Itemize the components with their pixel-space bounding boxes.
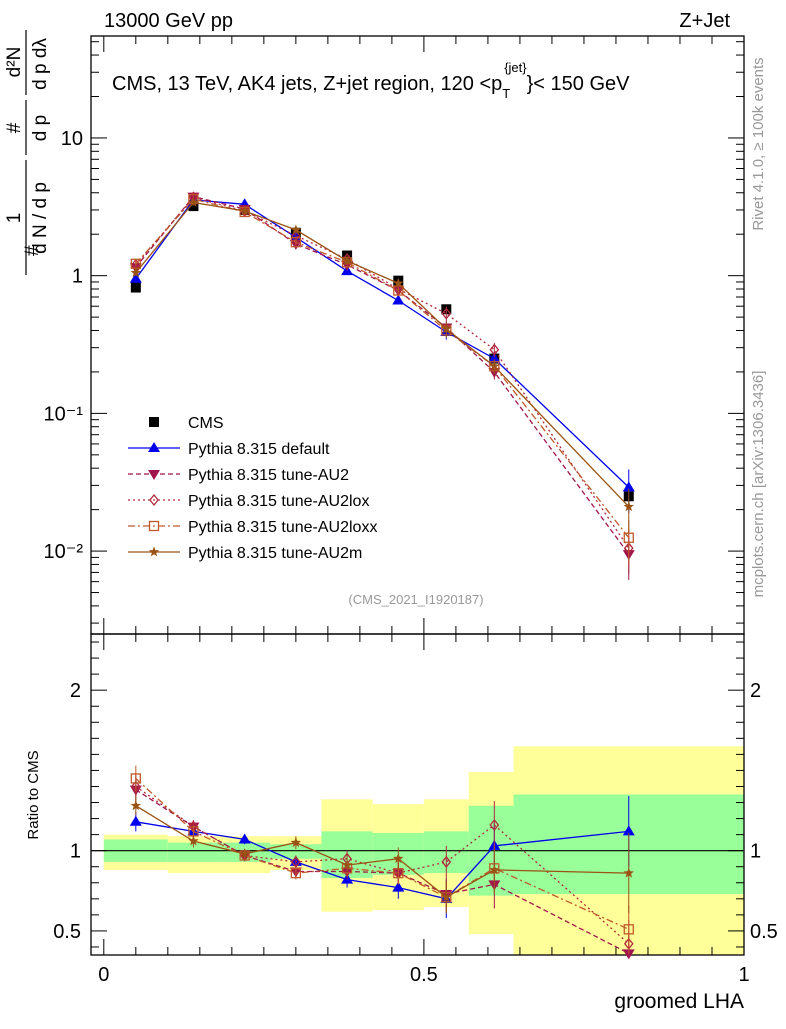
- ratio-point-4-4: [341, 859, 353, 870]
- ratio-point-0-0: [129, 815, 142, 826]
- ratio-point-0-5: [392, 881, 405, 892]
- ratio-point-2-7: [489, 818, 500, 832]
- ratio-ylabel: Ratio to CMS: [25, 750, 42, 839]
- ratio-point-4-1: [188, 835, 199, 846]
- ratio-point-4-2: [239, 848, 250, 859]
- y-tick-label: 10⁻²: [44, 541, 84, 563]
- ylabel-frac2-top: #: [4, 122, 25, 133]
- ratio-point-3-8: [623, 924, 634, 935]
- title-pre: CMS, 13 TeV, AK4 jets, Z+jet region, 120…: [112, 73, 502, 95]
- x-tick-label: 0.5: [410, 964, 438, 986]
- y-tick-label: 10⁻¹: [44, 403, 84, 425]
- point-5-7: [489, 360, 500, 371]
- x-tick-label: 1: [738, 964, 749, 986]
- point-5-3: [290, 224, 302, 235]
- y-tick-label: 10: [61, 128, 83, 150]
- point-5-6: [441, 323, 452, 334]
- main-ylabel: # 1 d N / d p # d p d²N d p dλ: [4, 30, 51, 275]
- ratio-point-3-3: [290, 867, 302, 879]
- ratio-point-4-6: [441, 891, 452, 902]
- ratio-y-tick-label-right: 0.5: [750, 921, 778, 943]
- ylabel-frac3-bottom: d p dλ: [30, 38, 51, 90]
- ratio-plot: 0 0.5 10.5 0.51 12 2: [53, 633, 778, 986]
- ratio-y-tick-label-right: 1: [750, 841, 761, 863]
- point-0-0: [130, 282, 141, 293]
- point-1-0: [129, 272, 142, 283]
- header-right: Z+Jet: [679, 10, 730, 32]
- point-3-6: [441, 307, 452, 320]
- ratio-point-4-7: [489, 864, 500, 875]
- watermark: (CMS_2021_I1920187): [348, 592, 483, 607]
- series-line-2: [135, 195, 630, 555]
- chart-title: CMS, 13 TeV, AK4 jets, Z+jet region, 120…: [112, 60, 630, 101]
- point-5-1: [188, 197, 199, 207]
- point-4-8: [623, 532, 634, 543]
- ylabel-frac3-top: d²N: [4, 47, 25, 78]
- ratio-y-tick-label-right: 2: [750, 680, 761, 702]
- ratio-point-4-3: [290, 837, 302, 848]
- point-1-8: [622, 481, 635, 492]
- legend-marker-4: [148, 520, 160, 532]
- ratio-point-4-5: [393, 853, 404, 864]
- ratio-point-3-0: [130, 773, 141, 784]
- rivet-label: Rivet 4.1.0, ≥ 100k events: [750, 57, 767, 230]
- point-5-5: [393, 277, 404, 288]
- ratio-y-tick-label: 0.5: [53, 921, 81, 943]
- ratio-y-tick-label: 2: [70, 680, 81, 702]
- ratio-point-2-6: [441, 855, 452, 868]
- point-3-7: [489, 343, 500, 356]
- legend-marker-5: [148, 546, 160, 557]
- legend-label-4: Pythia 8.315 tune-AU2loxx: [188, 519, 377, 536]
- title-sup: {jet}: [504, 60, 527, 75]
- legend-marker-3: [149, 493, 159, 507]
- legend-label-5: Pythia 8.315 tune-AU2m: [188, 545, 362, 562]
- main-plot: 10⁻² 10⁻¹ 1 10: [44, 35, 745, 635]
- point-0-1: [188, 201, 199, 212]
- header-left: 13000 GeV pp: [104, 10, 233, 32]
- point-5-2: [239, 205, 250, 216]
- legend-label-1: Pythia 8.315 default: [188, 441, 330, 458]
- ylabel-frac1-numerator: #: [22, 245, 43, 256]
- xlabel: groomed LHA: [614, 990, 744, 1013]
- title-sub: T: [502, 86, 510, 101]
- legend-label-0: CMS: [188, 415, 224, 432]
- series-line-3: [135, 196, 630, 549]
- title-post: }< 150 GeV: [527, 73, 631, 95]
- legend: CMS Pythia 8.315 default Pythia 8.315 tune…: [128, 415, 377, 562]
- legend-label-2: Pythia 8.315 tune-AU2: [188, 467, 349, 484]
- legend-marker-1: [148, 442, 160, 452]
- legend-label-3: Pythia 8.315 tune-AU2lox: [188, 493, 369, 510]
- ratio-y-tick-label: 1: [70, 841, 81, 863]
- mcplots-label: mcplots.cern.ch [arXiv:1306.3436]: [750, 371, 767, 598]
- ratio-point-0-8: [622, 825, 635, 836]
- ratio-point-4-8: [623, 867, 634, 878]
- point-5-8: [623, 501, 634, 512]
- y-tick-label: 1: [72, 266, 83, 288]
- x-tick-label: 0: [98, 964, 109, 986]
- point-5-0: [130, 267, 141, 278]
- ylabel-frac2-bottom: d p: [30, 115, 51, 141]
- ylabel-frac1-top: 1: [4, 213, 25, 224]
- ratio-point-2-0: [130, 780, 141, 793]
- ratio-frame: [90, 633, 745, 956]
- point-5-4: [341, 255, 353, 266]
- point-1-7: [488, 352, 501, 363]
- ratio-point-4-0: [130, 800, 141, 811]
- point-4-3: [290, 237, 302, 248]
- point-1-5: [392, 294, 405, 305]
- ylabel-frac1-bottom: d N / d p: [30, 182, 51, 254]
- legend-marker-2: [148, 470, 160, 480]
- ratio-point-0-2: [238, 833, 251, 844]
- legend-marker-0: [149, 417, 159, 427]
- green-band-1: [167, 842, 220, 862]
